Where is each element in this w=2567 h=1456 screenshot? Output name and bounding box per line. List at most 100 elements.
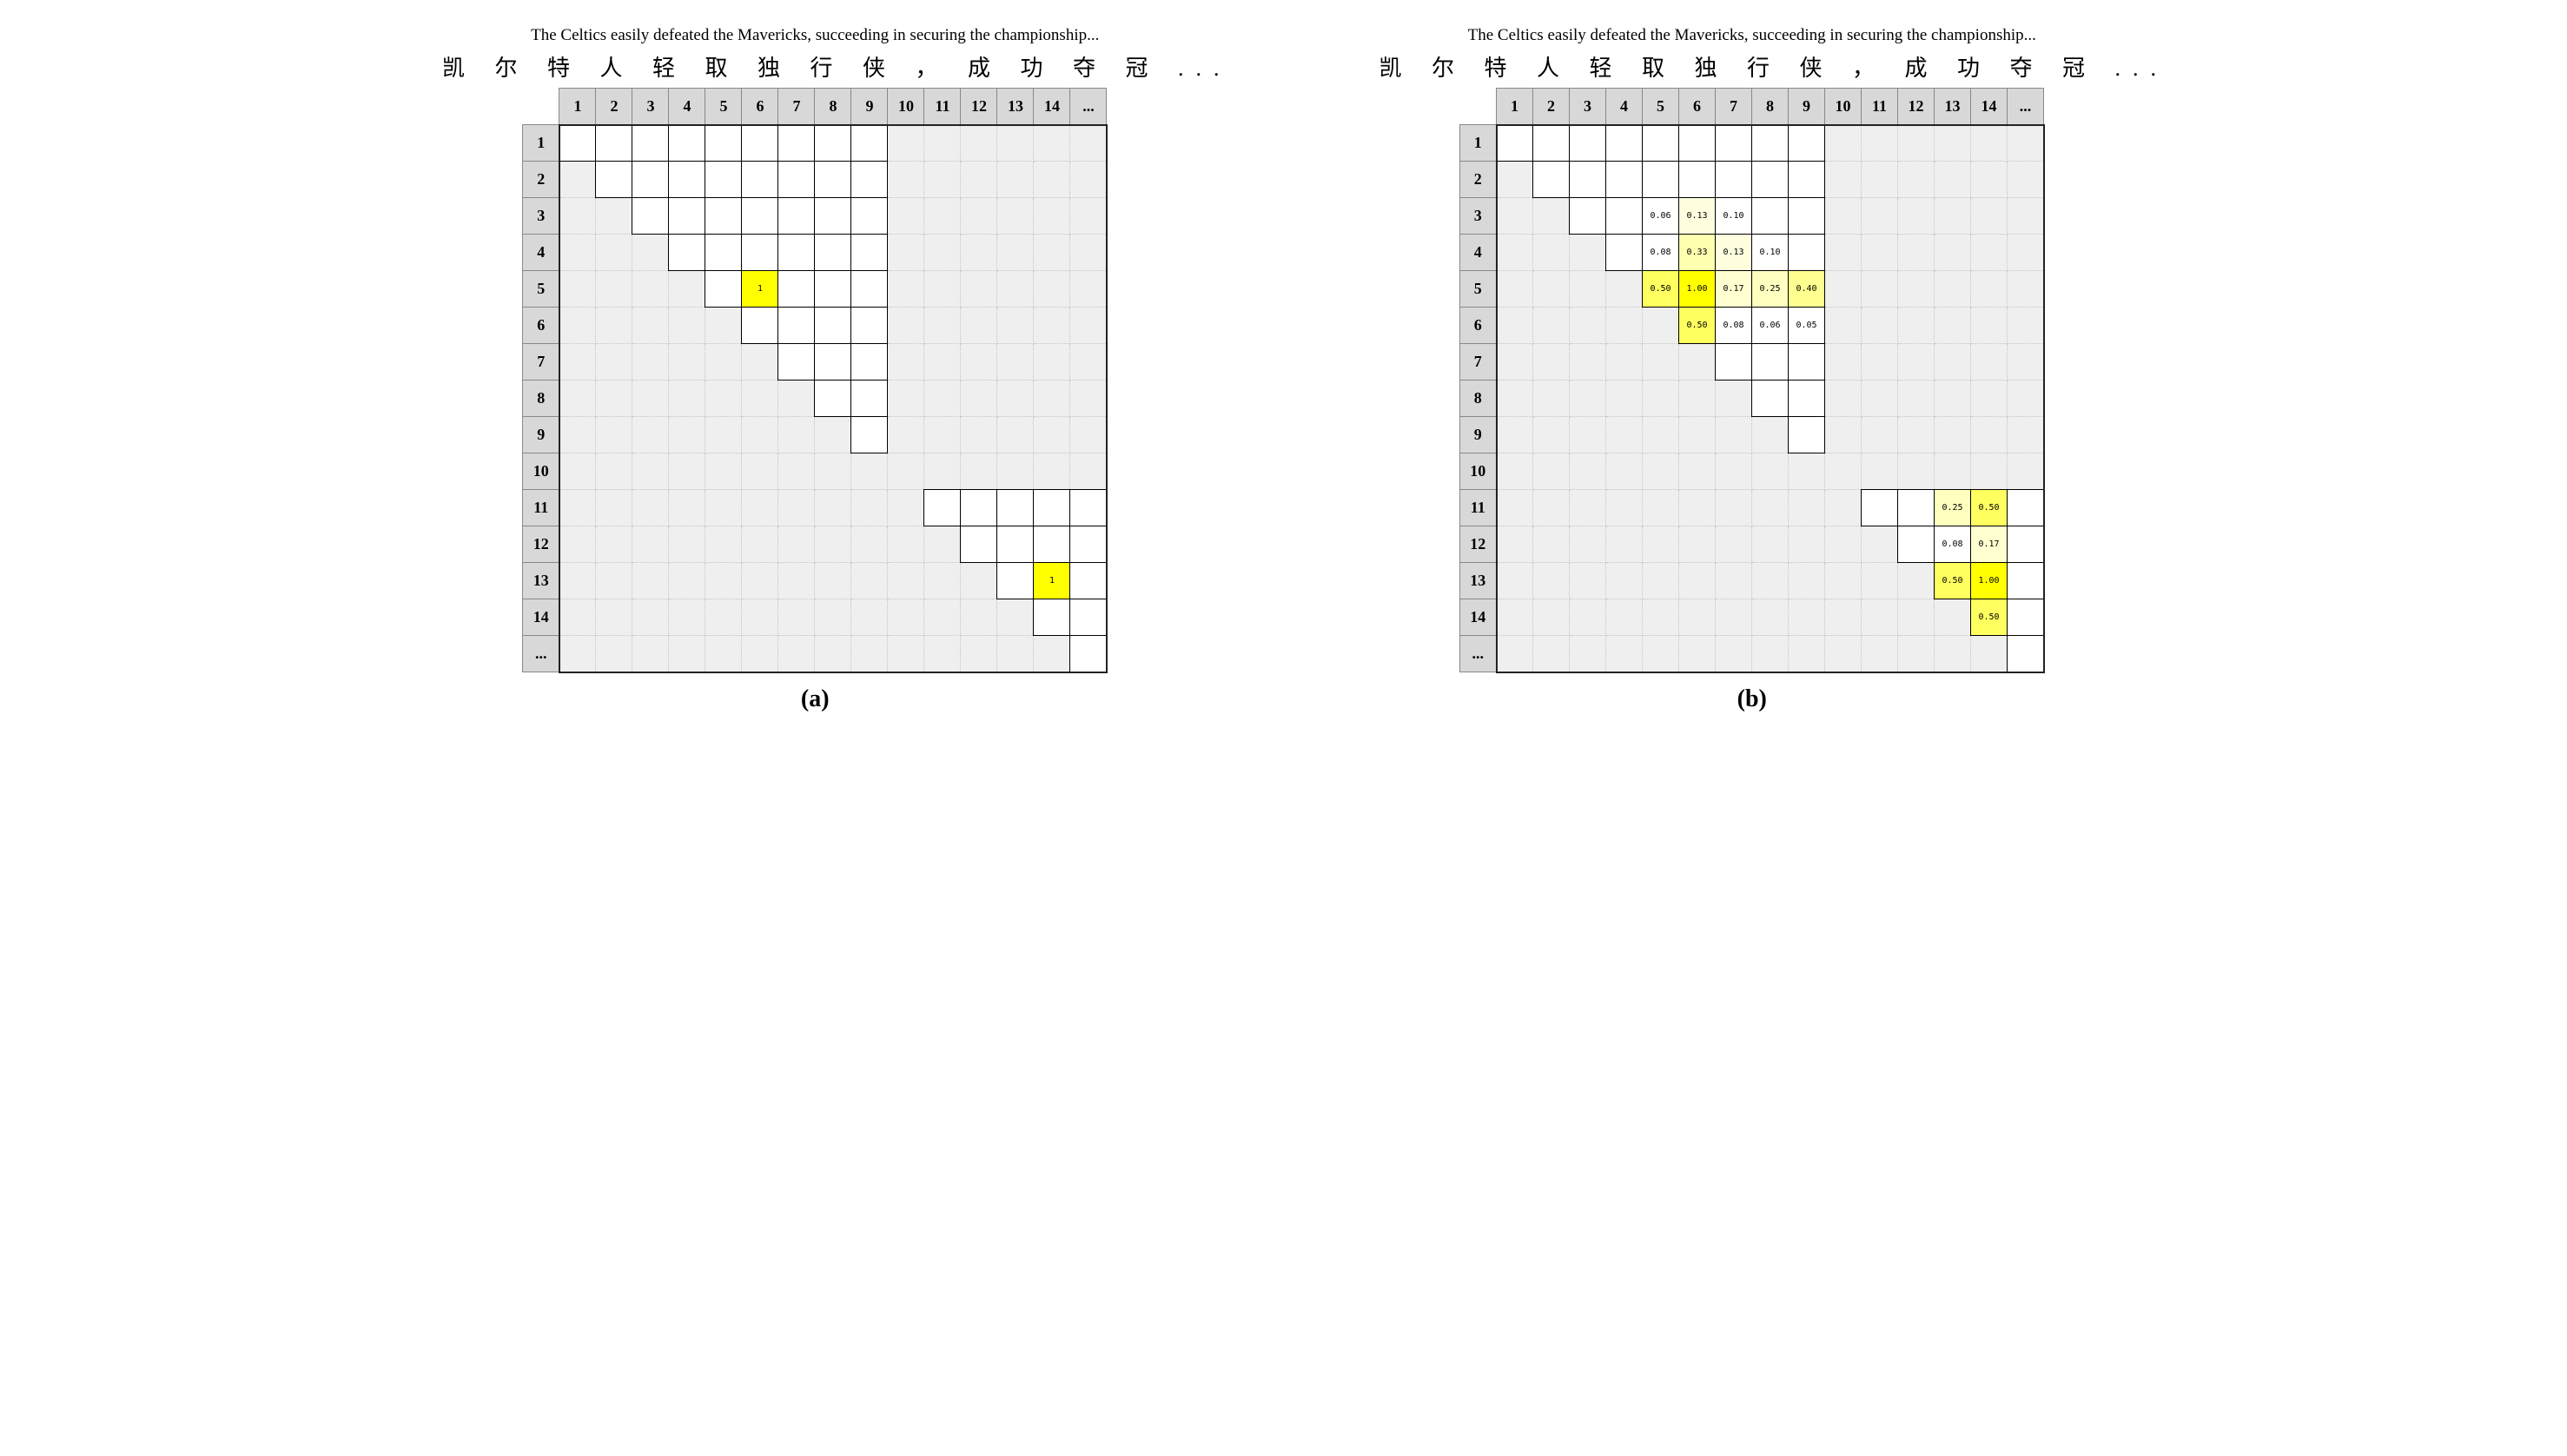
col-header: 7 <box>1716 89 1752 125</box>
matrix-cell <box>924 636 961 672</box>
matrix-cell <box>1752 453 1789 490</box>
matrix-cell <box>742 526 778 563</box>
matrix-cell <box>851 453 888 490</box>
matrix-cell: 0.13 <box>1716 235 1752 271</box>
matrix-cell <box>1497 526 1533 563</box>
matrix-cell <box>1606 563 1643 599</box>
matrix-cell <box>851 198 888 235</box>
matrix-cell <box>1789 599 1825 636</box>
matrix-cell <box>705 417 742 453</box>
matrix-cell <box>632 490 669 526</box>
matrix-cell <box>815 563 851 599</box>
row-header: 8 <box>1460 381 1497 417</box>
row-header: 4 <box>523 235 559 271</box>
matrix-cell <box>961 162 997 198</box>
row-header: 11 <box>523 490 559 526</box>
matrix-cell <box>1935 599 1971 636</box>
matrix-cell <box>2008 526 2044 563</box>
matrix-cell <box>1825 490 1862 526</box>
matrix-cell <box>1643 344 1679 381</box>
matrix-cell <box>2008 344 2044 381</box>
matrix-cell <box>997 162 1034 198</box>
row-header: 7 <box>1460 344 1497 381</box>
matrix-cell <box>1070 490 1107 526</box>
matrix-cell <box>1497 271 1533 308</box>
matrix-cell <box>1570 162 1606 198</box>
matrix-cell: 1 <box>742 271 778 308</box>
matrix-cell <box>888 308 924 344</box>
matrix-cell <box>1643 490 1679 526</box>
col-header: 8 <box>815 89 851 125</box>
matrix-cell <box>1643 125 1679 162</box>
matrix-cell <box>815 235 851 271</box>
matrix-cell <box>2008 381 2044 417</box>
matrix-cell <box>669 453 705 490</box>
matrix-cell <box>669 563 705 599</box>
matrix-cell: 0.50 <box>1935 563 1971 599</box>
matrix-cell <box>1070 344 1107 381</box>
matrix-cell <box>924 490 961 526</box>
row-header: ... <box>1460 636 1497 672</box>
matrix-cell <box>1935 125 1971 162</box>
matrix-cell <box>1716 636 1752 672</box>
matrix-cell <box>924 599 961 636</box>
matrix-cell <box>1070 636 1107 672</box>
matrix-cell <box>997 381 1034 417</box>
matrix-cell <box>851 526 888 563</box>
row-header: 3 <box>523 198 559 235</box>
matrix-cell <box>1862 235 1898 271</box>
matrix-cell <box>632 308 669 344</box>
matrix-cell <box>815 308 851 344</box>
matrix-cell <box>1497 563 1533 599</box>
matrix-cell <box>961 198 997 235</box>
matrix-cell <box>1752 381 1789 417</box>
matrix-cell <box>961 308 997 344</box>
matrix-cell <box>815 381 851 417</box>
matrix-cell <box>1570 308 1606 344</box>
matrix-cell <box>1971 125 2008 162</box>
matrix-cell <box>851 162 888 198</box>
matrix-cell <box>596 417 632 453</box>
matrix-cell <box>1862 636 1898 672</box>
matrix-cell <box>961 636 997 672</box>
matrix-cell <box>1898 599 1935 636</box>
matrix-cell <box>1971 271 2008 308</box>
matrix-cell <box>742 453 778 490</box>
col-header: 11 <box>924 89 961 125</box>
matrix-cell <box>1643 563 1679 599</box>
matrix-cell <box>705 198 742 235</box>
matrix-cell <box>742 344 778 381</box>
matrix-cell <box>559 599 596 636</box>
matrix-cell <box>559 198 596 235</box>
matrix-cell <box>778 453 815 490</box>
col-header: 14 <box>1971 89 2008 125</box>
caption-english-a: The Celtics easily defeated the Maverick… <box>531 26 1099 45</box>
matrix-a-wrap: 1234567891011121314...123451678910111213… <box>522 88 1108 673</box>
matrix-cell <box>1679 599 1716 636</box>
matrix-cell <box>742 490 778 526</box>
matrix-cell <box>778 636 815 672</box>
row-header: 13 <box>1460 563 1497 599</box>
matrix-cell <box>1606 599 1643 636</box>
matrix-cell <box>1971 417 2008 453</box>
matrix-cell <box>1898 381 1935 417</box>
matrix-cell <box>1034 271 1070 308</box>
matrix-cell <box>815 271 851 308</box>
col-header: 3 <box>1570 89 1606 125</box>
matrix-cell <box>596 453 632 490</box>
matrix-cell <box>815 490 851 526</box>
matrix-cell <box>1825 563 1862 599</box>
matrix-cell <box>888 417 924 453</box>
matrix-cell <box>815 162 851 198</box>
matrix-cell <box>742 308 778 344</box>
matrix-cell <box>1825 381 1862 417</box>
matrix-cell <box>1533 271 1570 308</box>
matrix-cell <box>705 271 742 308</box>
matrix-cell <box>2008 453 2044 490</box>
matrix-cell <box>1533 198 1570 235</box>
matrix-cell <box>997 636 1034 672</box>
matrix-cell <box>851 636 888 672</box>
matrix-cell <box>1606 235 1643 271</box>
matrix-cell <box>2008 271 2044 308</box>
matrix-cell <box>1034 308 1070 344</box>
